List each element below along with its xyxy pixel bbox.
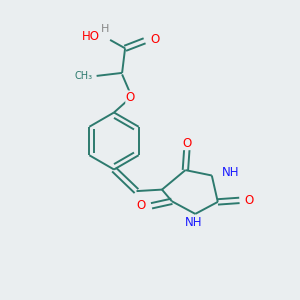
Text: O: O [137, 199, 146, 212]
Text: O: O [150, 33, 159, 46]
Text: O: O [126, 91, 135, 104]
Text: O: O [245, 194, 254, 207]
Text: CH₃: CH₃ [75, 71, 93, 81]
Text: NH: NH [185, 216, 202, 229]
Text: HO: HO [82, 30, 100, 43]
Text: NH: NH [221, 166, 239, 179]
Text: H: H [100, 23, 109, 34]
Text: O: O [182, 136, 191, 150]
